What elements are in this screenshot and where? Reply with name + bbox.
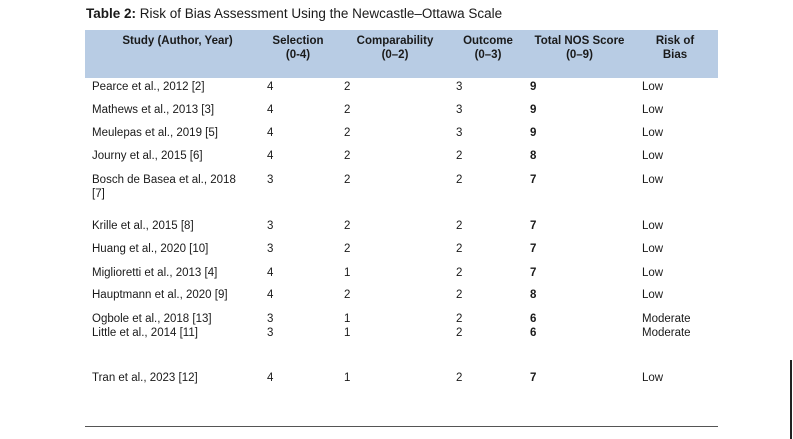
cell-total-nos: 7: [530, 174, 537, 186]
cell-total-nos: 9: [530, 81, 537, 93]
table-caption-label: Table 2:: [86, 6, 137, 21]
cell-outcome: 2: [456, 150, 463, 162]
cell-study: Mathews et al., 2013 [3]: [92, 104, 215, 116]
cell-study: Miglioretti et al., 2013 [4]: [92, 267, 218, 279]
table-caption: Table 2: Risk of Bias Assessment Using t…: [86, 6, 502, 21]
cell-total-nos: 7: [530, 243, 537, 255]
cell-risk: Low: [642, 243, 664, 255]
cell-comparability: 2: [344, 243, 351, 255]
cell-risk: Moderate: [642, 327, 691, 339]
header-study: Study (Author, Year): [122, 35, 233, 47]
cell-comparability: 1: [344, 313, 351, 325]
cell-risk: Low: [642, 267, 664, 279]
cell-comparability: 2: [344, 150, 351, 162]
page-edge-rule: [790, 360, 792, 439]
cell-study: Meulepas et al., 2019 [5]: [92, 127, 218, 139]
cell-selection: 4: [267, 372, 274, 384]
cell-total-nos: 7: [530, 220, 537, 232]
table-bottom-rule: [85, 426, 718, 427]
cell-study: Bosch de Basea et al., 2018 [7]: [92, 174, 236, 200]
cell-selection: 4: [267, 81, 274, 93]
cell-total-nos: 7: [530, 267, 537, 279]
header-total-nos: Total NOS Score (0–9): [534, 35, 625, 61]
table-caption-text: Risk of Bias Assessment Using the Newcas…: [136, 6, 503, 21]
cell-study: Journy et al., 2015 [6]: [92, 150, 203, 162]
cell-comparability: 2: [344, 81, 351, 93]
cell-selection: 4: [267, 289, 274, 301]
cell-study: Hauptmann et al., 2020 [9]: [92, 289, 228, 301]
cell-total-nos: 6: [530, 313, 537, 325]
cell-risk: Moderate: [642, 313, 691, 325]
cell-risk: Low: [642, 150, 664, 162]
cell-comparability: 1: [344, 372, 351, 384]
cell-total-nos: 9: [530, 104, 537, 116]
cell-outcome: 2: [456, 289, 463, 301]
cell-total-nos: 8: [530, 150, 537, 162]
cell-selection: 4: [267, 267, 274, 279]
cell-comparability: 2: [344, 127, 351, 139]
header-risk-of-bias: Risk of Bias: [655, 35, 695, 61]
cell-selection: 3: [267, 220, 274, 232]
cell-outcome: 3: [456, 104, 463, 116]
cell-comparability: 1: [344, 327, 351, 339]
cell-outcome: 2: [456, 267, 463, 279]
header-comparability: Comparability (0–2): [356, 35, 434, 61]
cell-risk: Low: [642, 174, 664, 186]
cell-outcome: 2: [456, 372, 463, 384]
cell-total-nos: 6: [530, 327, 537, 339]
header-outcome: Outcome (0–3): [463, 35, 513, 61]
cell-comparability: 2: [344, 174, 351, 186]
cell-selection: 3: [267, 243, 274, 255]
cell-outcome: 3: [456, 127, 463, 139]
cell-total-nos: 9: [530, 127, 537, 139]
cell-risk: Low: [642, 81, 664, 93]
cell-outcome: 2: [456, 327, 463, 339]
cell-comparability: 2: [344, 289, 351, 301]
cell-outcome: 2: [456, 220, 463, 232]
cell-selection: 3: [267, 313, 274, 325]
cell-risk: Low: [642, 220, 664, 232]
cell-selection: 4: [267, 150, 274, 162]
cell-total-nos: 8: [530, 289, 537, 301]
cell-study: Pearce et al., 2012 [2]: [92, 81, 205, 93]
cell-study: Krille et al., 2015 [8]: [92, 220, 194, 232]
cell-study: Little et al., 2014 [11]: [92, 327, 198, 339]
cell-selection: 4: [267, 104, 274, 116]
cell-outcome: 2: [456, 313, 463, 325]
cell-selection: 4: [267, 127, 274, 139]
cell-total-nos: 7: [530, 372, 537, 384]
cell-risk: Low: [642, 289, 664, 301]
cell-outcome: 2: [456, 243, 463, 255]
cell-study: Huang et al., 2020 [10]: [92, 243, 209, 255]
table-header: [85, 30, 718, 78]
cell-comparability: 2: [344, 220, 351, 232]
cell-outcome: 2: [456, 174, 463, 186]
cell-selection: 3: [267, 174, 274, 186]
cell-risk: Low: [642, 127, 664, 139]
cell-risk: Low: [642, 372, 664, 384]
cell-study: Tran et al., 2023 [12]: [92, 372, 198, 384]
header-selection: Selection (0-4): [272, 35, 324, 61]
cell-comparability: 1: [344, 267, 351, 279]
cell-study: Ogbole et al., 2018 [13]: [92, 313, 212, 325]
cell-comparability: 2: [344, 104, 351, 116]
cell-risk: Low: [642, 104, 664, 116]
cell-selection: 3: [267, 327, 274, 339]
cell-outcome: 3: [456, 81, 463, 93]
